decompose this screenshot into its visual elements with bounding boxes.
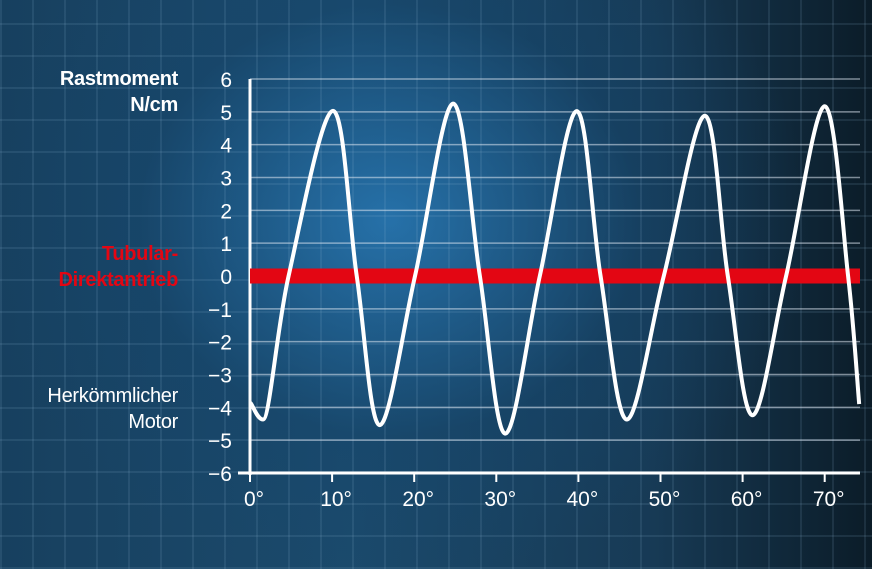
legend-tubular: Tubular- Direktantrieb: [58, 241, 179, 293]
y-tick-label: −5: [208, 430, 232, 453]
series-conventional-line: [248, 101, 862, 436]
x-tick-label: 60°: [731, 488, 763, 511]
y-tick-label: 4: [220, 135, 232, 158]
y-tick-label: −2: [208, 332, 232, 355]
y-tick-label: −3: [208, 365, 232, 388]
x-tick-label: 40°: [567, 488, 599, 511]
legend-tubular-line2: Direktantrieb: [58, 269, 179, 291]
y-tick-label: 5: [220, 102, 232, 125]
x-tick-label: 10°: [320, 488, 352, 511]
y-axis-title-line2: N/cm: [130, 94, 178, 116]
legend-tubular-line1: Tubular-: [101, 243, 178, 265]
legend-conventional-line1: Herkömmlicher: [47, 385, 178, 407]
x-tick-label: 70°: [813, 488, 845, 511]
y-tick-label: −6: [208, 463, 232, 486]
y-tick-label: 6: [220, 69, 232, 92]
legend-conventional: Herkömmlicher Motor: [47, 383, 178, 435]
y-tick-label: 0: [220, 266, 232, 289]
x-tick-label: 50°: [649, 488, 681, 511]
legend-conventional-line2: Motor: [128, 411, 178, 433]
y-tick-label: −4: [208, 397, 232, 420]
y-tick-label: 2: [220, 200, 232, 223]
x-tick-label: 30°: [484, 488, 516, 511]
y-tick-label: −1: [208, 299, 232, 322]
y-tick-label: 3: [220, 168, 232, 191]
y-axis-title: Rastmoment N/cm: [60, 66, 178, 118]
y-tick-label: 1: [220, 233, 232, 256]
x-tick-label: 0°: [244, 488, 264, 511]
y-axis-title-line1: Rastmoment: [59, 68, 178, 90]
x-tick-label: 20°: [402, 488, 434, 511]
